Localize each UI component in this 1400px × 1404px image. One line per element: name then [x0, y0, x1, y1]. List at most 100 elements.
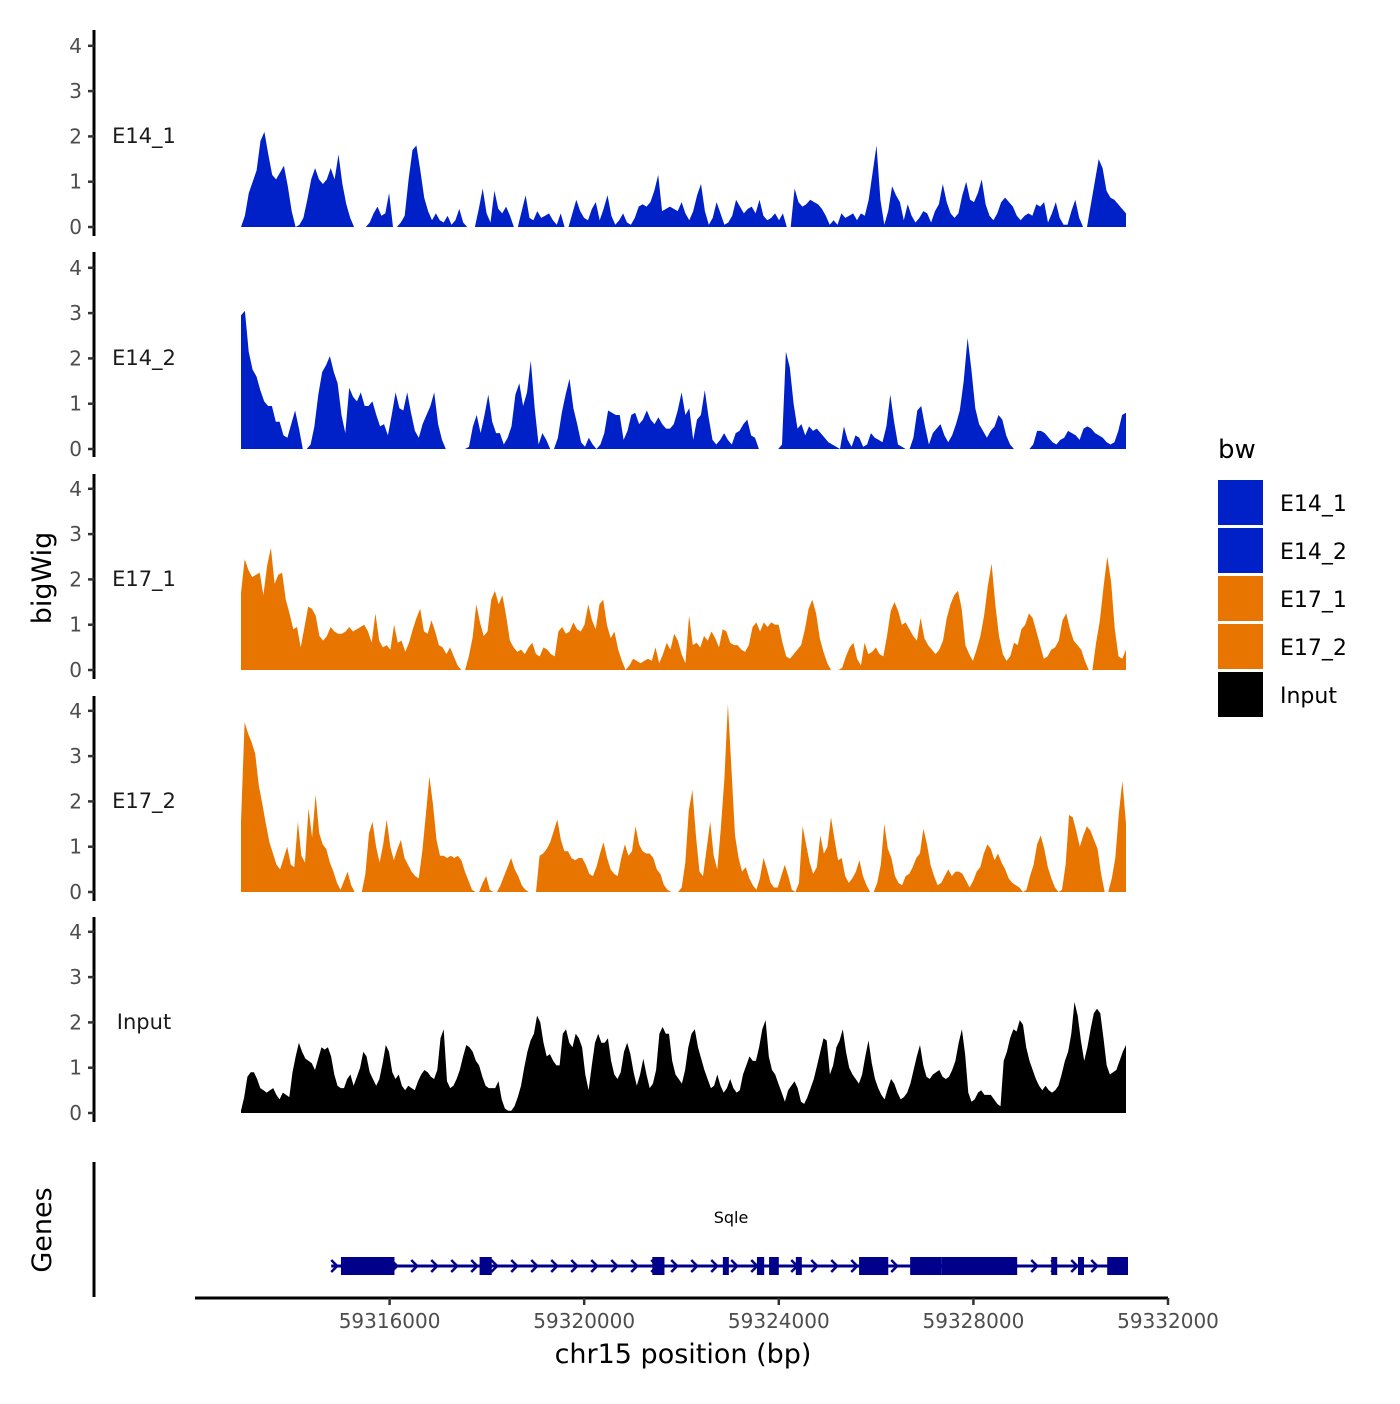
gene-exon: [769, 1257, 779, 1275]
x-tick-label: 59328000: [923, 1309, 1025, 1333]
track-label: E14_1: [112, 124, 176, 149]
strand-arrow: [1030, 1259, 1039, 1273]
y-tick-label: 1: [69, 1056, 82, 1080]
y-tick-label: 4: [69, 920, 82, 944]
x-tick-label: 59320000: [533, 1309, 635, 1333]
strand-arrow: [690, 1259, 699, 1273]
gene-exon: [722, 1257, 729, 1275]
strand-arrow: [710, 1259, 719, 1273]
strand-arrow: [510, 1259, 519, 1273]
genes-track: Sqle: [92, 1162, 1128, 1297]
gene-exon: [340, 1257, 395, 1275]
strand-arrow: [450, 1259, 459, 1273]
strand-arrow: [810, 1259, 819, 1273]
y-tick-label: 1: [69, 835, 82, 859]
gene-exon: [795, 1257, 802, 1275]
strand-arrow: [330, 1259, 339, 1273]
y-tick-label: 2: [69, 1010, 82, 1034]
gene-exon: [479, 1257, 492, 1275]
y-tick-label: 3: [69, 744, 82, 768]
track-e14-1: 0 1 2 3 4 E14_1: [69, 30, 1126, 239]
strand-arrow: [490, 1259, 499, 1273]
strand-arrow: [570, 1259, 579, 1273]
track-e17-2: 0 1 2 3 4 E17_2: [69, 696, 1126, 904]
legend-title: bw: [1218, 435, 1256, 465]
area-e17-1: [241, 547, 1126, 670]
strand-arrow: [550, 1259, 559, 1273]
gene-exon: [1107, 1257, 1128, 1275]
gene-exon: [910, 1257, 942, 1275]
y-tick-label: 0: [69, 1101, 82, 1125]
y-tick-label: 3: [69, 965, 82, 989]
y-tick-label: 3: [69, 79, 82, 103]
x-tick-label: 59316000: [339, 1309, 441, 1333]
strand-arrow: [890, 1259, 899, 1273]
legend: bw E14_1 E14_2 E17_1 E17_2 Input: [1218, 435, 1347, 717]
area-e14-1: [241, 131, 1126, 227]
legend-label: E14_2: [1280, 540, 1347, 565]
strand-arrow: [590, 1259, 599, 1273]
track-e17-1: 0 1 2 3 4 E17_1: [69, 474, 1126, 682]
y-tick-label: 1: [69, 392, 82, 416]
area-e17-2: [241, 704, 1126, 892]
y-tick-label: 0: [69, 880, 82, 904]
track-label: E17_2: [112, 789, 176, 814]
strand-arrow: [610, 1259, 619, 1273]
legend-label: E17_1: [1280, 588, 1347, 613]
y-tick-label: 1: [69, 613, 82, 637]
legend-key: [1218, 480, 1263, 525]
legend-key: [1218, 624, 1263, 669]
y-tick-label: 4: [69, 699, 82, 723]
gene-exon: [941, 1257, 1018, 1275]
legend-label: Input: [1280, 684, 1337, 709]
x-axis-title: chr15 position (bp): [555, 1339, 812, 1370]
strand-arrow: [1090, 1259, 1099, 1273]
track-label: E14_2: [112, 346, 176, 371]
y-tick-label: 1: [69, 170, 82, 194]
bigwig-tracks: 0 1 2 3 4 E14_1 0 1 2 3 4 E14_2 0 1 2 3 4 E17_1 0 1 2 3 4 E17_2…: [69, 30, 1126, 1125]
y-tick-label: 3: [69, 522, 82, 546]
gene-exon: [1077, 1257, 1084, 1275]
y-tick-label: 4: [69, 34, 82, 58]
strand-arrow: [410, 1259, 419, 1273]
y-tick-label: 2: [69, 124, 82, 148]
y-tick-label: 3: [69, 301, 82, 325]
x-tick-label: 59324000: [728, 1309, 830, 1333]
track-e14-2: 0 1 2 3 4 E14_2: [69, 252, 1126, 461]
gene-exon: [859, 1257, 889, 1275]
strand-arrow: [470, 1259, 479, 1273]
strand-arrow: [730, 1259, 739, 1273]
y-tick-label: 0: [69, 658, 82, 682]
strand-arrow: [670, 1259, 679, 1273]
y-tick-label: 2: [69, 567, 82, 591]
y-tick-label: 4: [69, 477, 82, 501]
y-axis-title: bigWig: [27, 532, 58, 625]
gene-exon: [756, 1257, 765, 1275]
gene-exon: [1051, 1257, 1058, 1275]
legend-key: [1218, 528, 1263, 573]
y-tick-label: 2: [69, 346, 82, 370]
genes-track-title: Genes: [27, 1187, 58, 1272]
legend-label: E17_2: [1280, 636, 1347, 661]
area-e14-2: [241, 310, 1126, 449]
y-tick-label: 0: [69, 215, 82, 239]
strand-arrow: [530, 1259, 539, 1273]
track-label: E17_1: [112, 567, 176, 592]
strand-arrow: [630, 1259, 639, 1273]
strand-arrow: [830, 1259, 839, 1273]
x-tick-label: 59332000: [1117, 1309, 1219, 1333]
legend-key: [1218, 576, 1263, 621]
track-label: Input: [117, 1010, 171, 1034]
strand-arrow: [850, 1259, 859, 1273]
gene-name-label: Sqle: [714, 1208, 749, 1227]
gene-exon: [652, 1257, 665, 1275]
x-axis: 59316000 59320000 59324000 59328000 59332000: [195, 1296, 1219, 1333]
area-input: [241, 1002, 1126, 1113]
legend-key: [1218, 672, 1263, 717]
legend-label: E14_1: [1280, 492, 1347, 517]
y-tick-label: 4: [69, 256, 82, 280]
y-tick-label: 2: [69, 789, 82, 813]
strand-arrow: [1070, 1259, 1079, 1273]
